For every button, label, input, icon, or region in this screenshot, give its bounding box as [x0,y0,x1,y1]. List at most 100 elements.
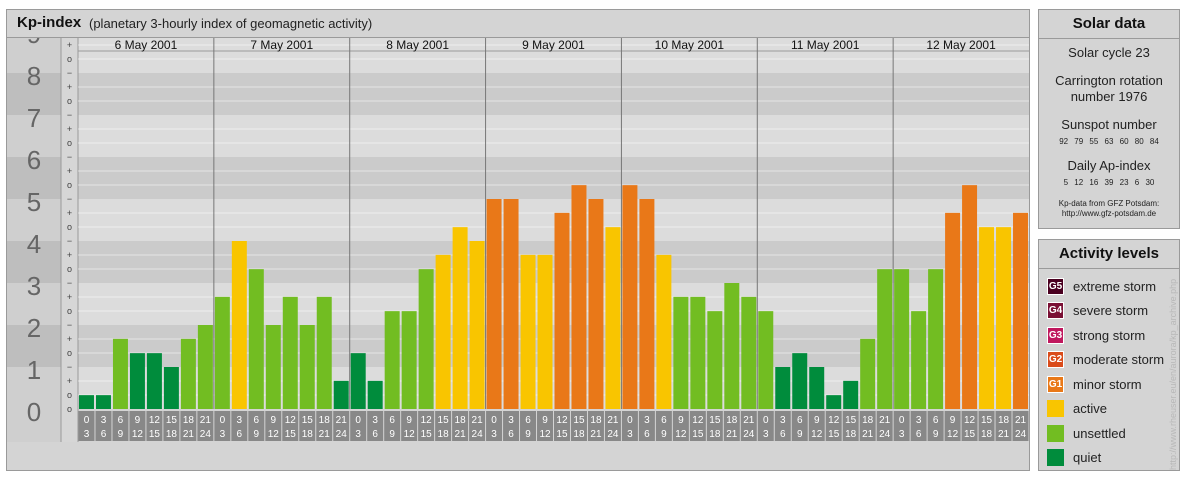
interval-start-label: 0 [84,415,90,426]
kp-band [78,73,1029,115]
kp-bar [299,325,315,409]
legend-label: extreme storm [1073,278,1157,294]
interval-start-label: 6 [118,415,124,426]
interval-end-label: 3 [627,429,633,440]
interval-cell [808,411,825,441]
interval-start-label: 21 [879,415,891,426]
interval-start-label: 18 [998,415,1010,426]
kp-bar [333,380,349,409]
interval-start-label: 21 [743,415,755,426]
interval-end-label: 6 [372,429,378,440]
interval-cell [689,411,706,441]
sub-scale-minus: − [67,236,72,246]
legend-swatch: G1 [1047,375,1064,393]
interval-end-label: 18 [709,429,721,440]
interval-start-label: 0 [220,415,226,426]
y-tick-label: 9 [27,38,41,49]
interval-end-label: 15 [692,429,704,440]
kp-bar [945,212,961,409]
interval-cell [910,411,927,441]
interval-end-label: 12 [268,429,280,440]
interval-start-label: 9 [406,415,412,426]
legend-item: quiet [1047,448,1101,468]
interval-end-label: 24 [879,429,891,440]
data-credit-line-1: Kp-data from GFZ Potsdam: [1058,199,1160,208]
kp-bar [384,311,400,409]
interval-end-label: 24 [607,429,619,440]
interval-end-label: 12 [539,429,551,440]
y-tick-label: 0 [27,397,41,427]
interval-start-label: 12 [828,415,840,426]
interval-end-label: 15 [285,429,297,440]
interval-end-label: 21 [726,429,738,440]
interval-cell [995,411,1012,441]
legend-swatch: G2 [1047,351,1064,368]
interval-cell [418,411,435,441]
interval-start-label: 21 [472,415,484,426]
interval-start-label: 6 [797,415,803,426]
activity-levels-title: Activity levels [1039,240,1179,269]
interval-end-label: 6 [237,429,243,440]
solar-cycle: Solar cycle 23 [1068,45,1150,60]
kp-bar [928,269,944,409]
y-label-band [7,157,61,199]
kp-bar [979,227,995,409]
interval-start-label: 0 [763,415,769,426]
sub-scale-minus: − [67,194,72,204]
sub-scale-minus: − [67,278,72,288]
interval-start-label: 9 [678,415,684,426]
interval-cell [452,411,469,441]
interval-start-label: 9 [542,415,548,426]
kp-bar [588,199,604,409]
interval-cell [95,411,112,441]
kp-bar [520,254,536,409]
interval-cell [367,411,384,441]
legend-item: G5 extreme storm [1047,276,1156,296]
interval-end-label: 9 [797,429,803,440]
legend-label: strong storm [1073,327,1146,343]
sub-scale-zero: o [67,96,72,106]
interval-cell [893,411,910,441]
interval-start-label: 0 [899,415,905,426]
interval-end-label: 9 [118,429,124,440]
kp-bar [639,199,655,409]
interval-cell [163,411,180,441]
interval-cell [384,411,401,441]
kp-bar [758,311,774,409]
interval-start-label: 18 [726,415,738,426]
interval-start-label: 12 [149,415,161,426]
kp-bar [197,325,213,409]
interval-end-label: 6 [508,429,514,440]
interval-end-label: 12 [132,429,144,440]
interval-start-label: 3 [916,415,922,426]
kp-bar [265,325,281,409]
interval-end-label: 15 [964,429,976,440]
interval-end-label: 21 [998,429,1010,440]
interval-cell [825,411,842,441]
interval-cell [537,411,553,441]
sunspot-title: Sunspot number [1061,117,1157,132]
kp-band [78,199,1029,241]
kp-bar [741,296,757,409]
interval-end-label: 18 [438,429,450,440]
legend-label: moderate storm [1073,352,1165,367]
kp-bar [673,296,689,409]
interval-cell [248,411,265,441]
y-tick-label: 7 [27,103,41,133]
interval-start-label: 12 [964,415,976,426]
interval-cell [316,411,333,441]
kp-bar [401,311,417,409]
kp-bar [350,353,366,409]
y-label-band [7,38,61,51]
interval-cell [655,411,672,441]
interval-end-label: 24 [472,429,484,440]
interval-cell [927,411,944,441]
kp-bar [112,338,128,409]
interval-end-label: 15 [149,429,161,440]
interval-end-label: 9 [254,429,260,440]
interval-cell [129,411,146,441]
day-label: 6 May 2001 [115,38,178,52]
sub-scale-zero: o [67,222,72,232]
sub-scale-zero: o [67,404,72,414]
legend-item: G1 minor storm [1047,374,1142,394]
